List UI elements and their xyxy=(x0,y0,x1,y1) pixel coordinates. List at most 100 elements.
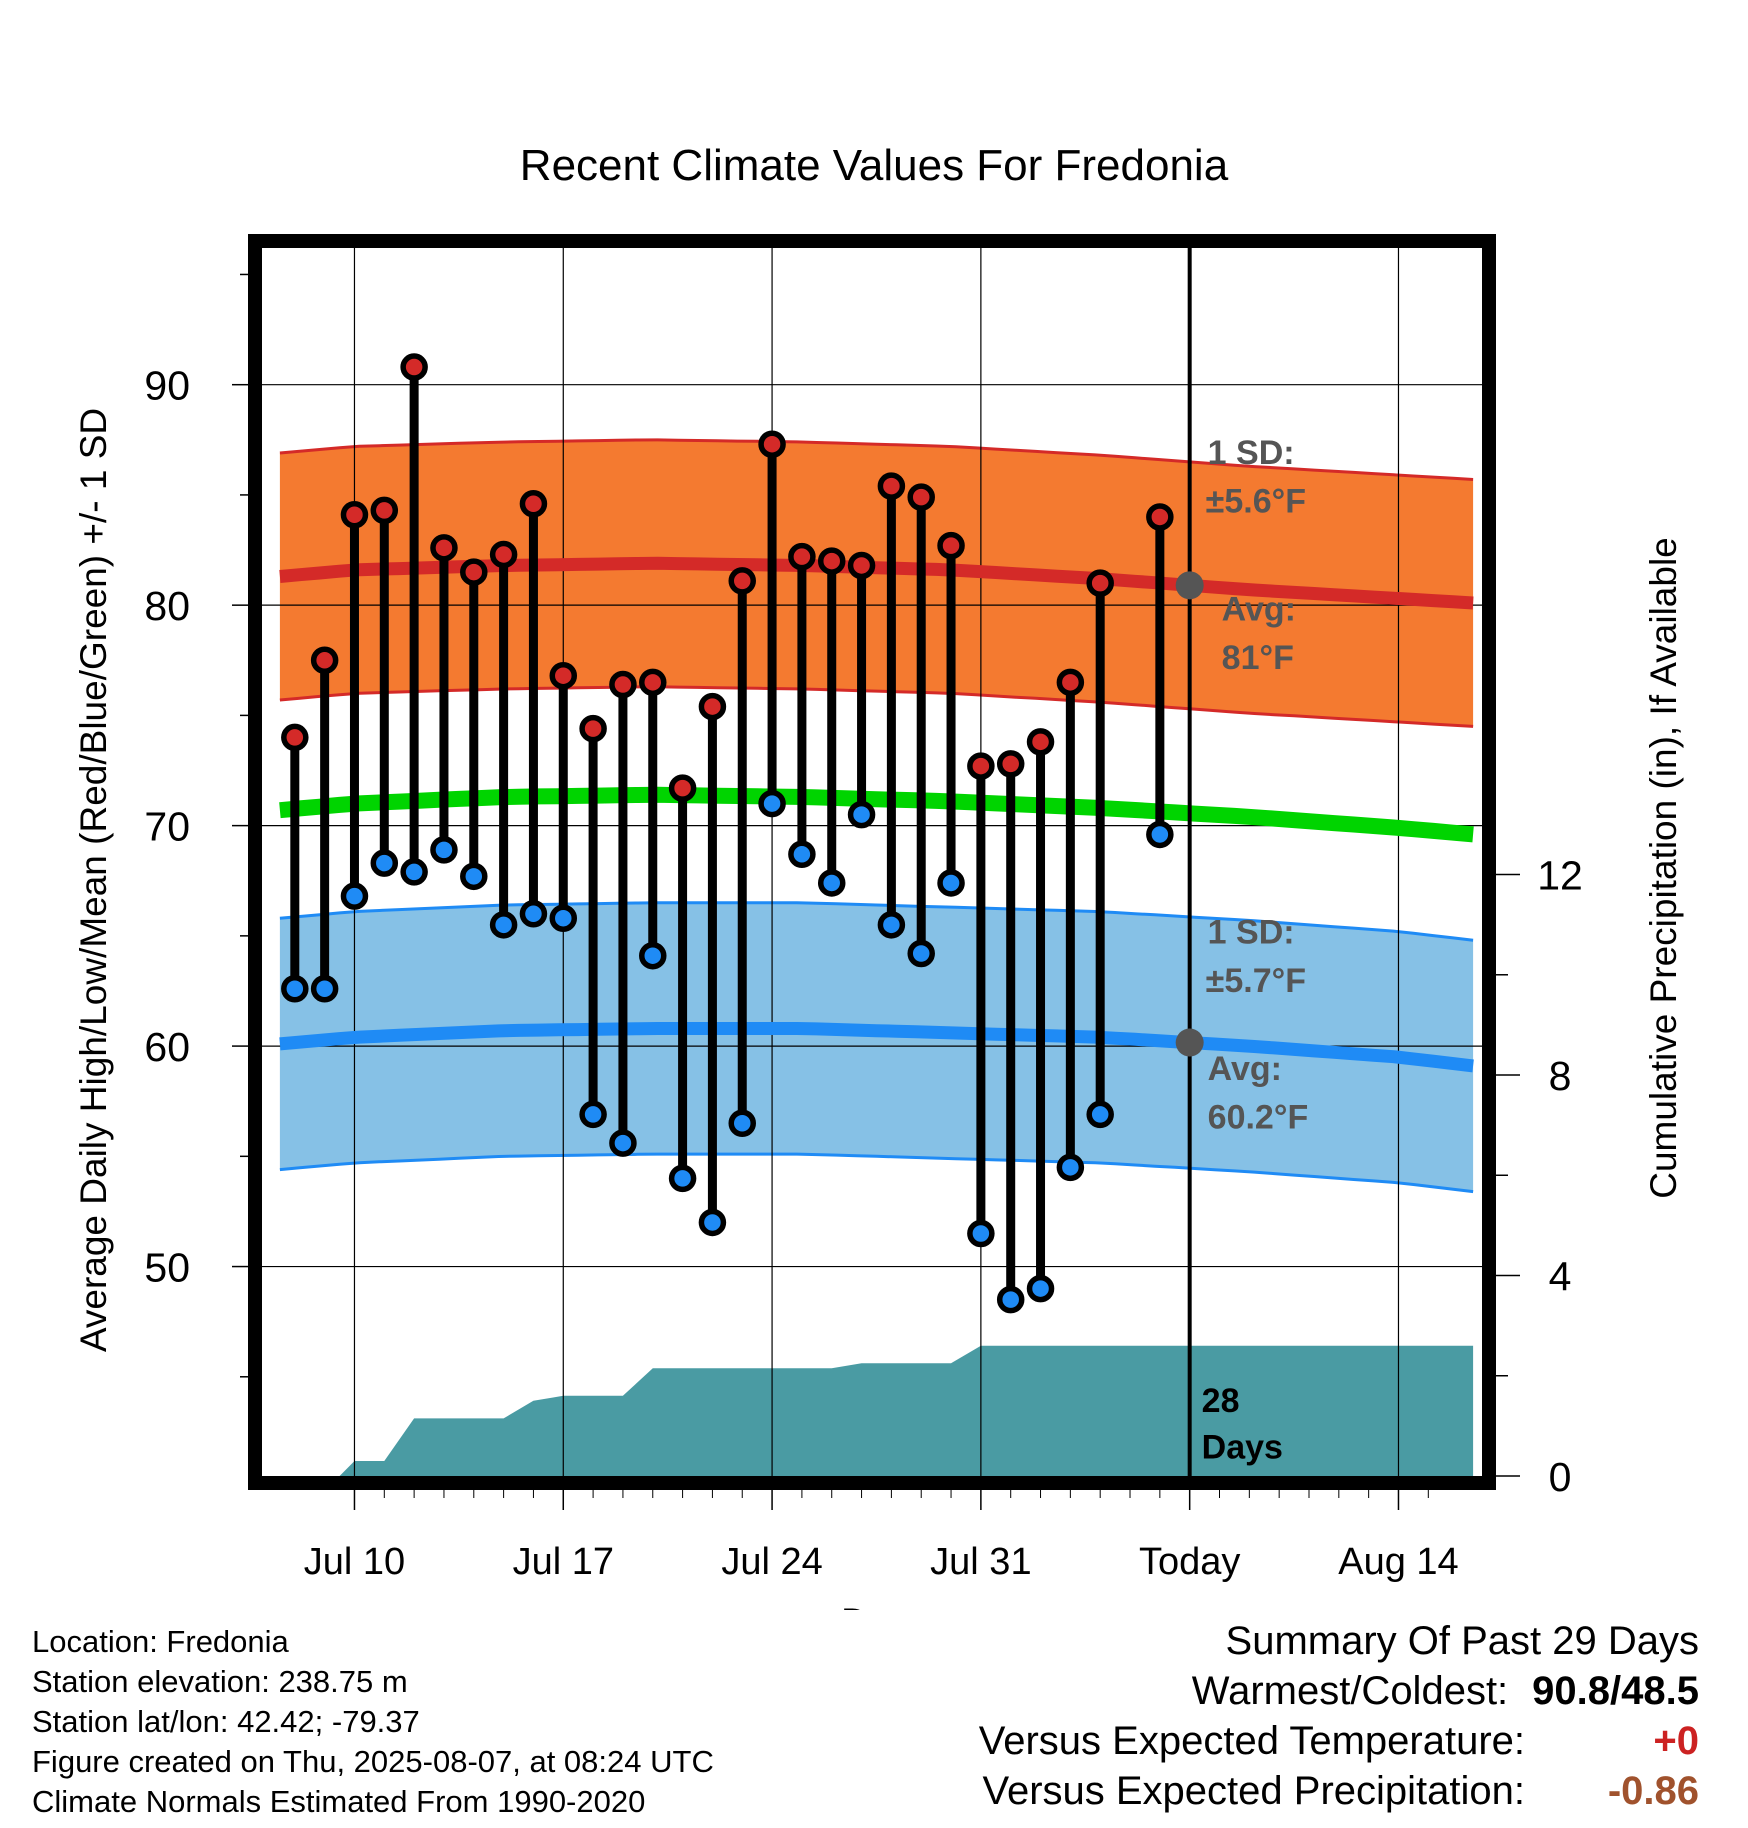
summary-precip-row: Versus Expected Precipitation: -0.86 xyxy=(979,1766,1699,1816)
daily-low-point xyxy=(519,900,548,928)
low-normal-line xyxy=(279,1022,1474,1073)
daily-low-point xyxy=(817,869,846,897)
daily-high-point xyxy=(609,670,637,699)
daily-low-point xyxy=(1086,1100,1114,1129)
low-avg-value: 60.2°F xyxy=(1208,1099,1309,1137)
low-avg-marker xyxy=(1175,1028,1204,1057)
daily-high-point xyxy=(788,542,816,571)
daily-low-point xyxy=(788,840,816,869)
daily-high-point xyxy=(1026,728,1055,756)
daily-high-point xyxy=(639,668,667,697)
daily-high-point xyxy=(340,501,369,529)
daily-low-point xyxy=(847,800,876,829)
daily-low-point xyxy=(907,939,935,968)
y-tick-label: 60 xyxy=(144,1024,190,1070)
daily-low-point xyxy=(728,1109,756,1138)
daily-low-point xyxy=(1146,820,1174,849)
daily-low-point xyxy=(310,975,339,1003)
location-text: Location: Fredonia xyxy=(32,1624,289,1659)
warmest-value: 90.8/48.5 xyxy=(1532,1669,1699,1713)
daily-high-point xyxy=(1056,668,1085,697)
summary-warmest-row: Warmest/Coldest: 90.8/48.5 xyxy=(979,1666,1699,1716)
latlon-text: Station lat/lon: 42.42; -79.37 xyxy=(32,1704,420,1739)
daily-high-point xyxy=(310,646,339,675)
daily-high-point xyxy=(668,774,697,802)
daily-high-point xyxy=(996,750,1025,778)
summary-panel: Summary Of Past 29 Days Warmest/Coldest:… xyxy=(979,1616,1699,1816)
daily-high-point xyxy=(519,489,548,518)
daily-low-point xyxy=(996,1285,1025,1314)
low-avg-label: Avg: xyxy=(1208,1050,1282,1088)
daily-low-point xyxy=(549,904,578,932)
plot-frame xyxy=(248,234,1496,1490)
daily-low-point xyxy=(698,1208,727,1237)
low-sd-band xyxy=(279,902,1474,1192)
daily-low-point xyxy=(460,862,488,891)
daily-low-point xyxy=(1056,1153,1085,1182)
low-sd-value: ±5.7°F xyxy=(1206,962,1306,1000)
daily-low-point xyxy=(937,869,965,897)
y2-axis-label: Cumulative Precipitation (in), If Availa… xyxy=(1643,537,1684,1199)
y2-tick-label: 4 xyxy=(1549,1254,1572,1300)
daily-low-point xyxy=(430,836,458,864)
temp-label: Versus Expected Temperature: xyxy=(978,1719,1525,1763)
x-tick-label: Aug 14 xyxy=(1338,1541,1458,1583)
daily-high-point xyxy=(489,540,518,569)
daily-high-point xyxy=(937,531,965,560)
elevation-text: Station elevation: 238.75 m xyxy=(32,1664,408,1699)
chart-title: Recent Climate Values For Fredonia xyxy=(520,141,1229,190)
daily-high-point xyxy=(758,430,786,458)
precip-value: -0.86 xyxy=(1607,1769,1699,1813)
daily-low-point xyxy=(281,975,309,1003)
y2-tick-label: 12 xyxy=(1537,853,1583,899)
daily-high-point xyxy=(400,353,428,381)
high-avg-marker xyxy=(1175,571,1204,600)
daily-high-point xyxy=(877,472,906,500)
daily-low-point xyxy=(758,789,786,818)
daily-high-point xyxy=(817,547,846,575)
x-axis-label: Day xyxy=(841,1601,907,1610)
daily-low-point xyxy=(370,849,399,877)
high-band-upper-edge xyxy=(279,438,1474,481)
high-sd-label: 1 SD: xyxy=(1208,434,1295,472)
x-tick-label: Jul 10 xyxy=(304,1541,405,1583)
daily-low-point xyxy=(877,911,906,939)
normals-text: Climate Normals Estimated From 1990-2020 xyxy=(32,1784,646,1819)
high-avg-label: Avg: xyxy=(1222,591,1296,629)
high-band-lower-edge xyxy=(279,685,1474,728)
daily-high-point xyxy=(728,567,756,595)
high-sd-band xyxy=(279,439,1474,727)
precip-label: Versus Expected Precipitation: xyxy=(982,1769,1525,1813)
y-tick-label: 50 xyxy=(144,1245,190,1291)
mean-normal-line xyxy=(279,786,1474,843)
high-avg-value: 81°F xyxy=(1222,639,1294,677)
plot-area: 1 SD: ±5.6°F Avg: 81°F 1 SD: ±5.7°F Avg: 60.2°F… xyxy=(248,234,1496,1490)
precip-days-word: Days xyxy=(1202,1428,1283,1466)
low-band-lower-edge xyxy=(279,1152,1474,1194)
y-tick-label: 70 xyxy=(144,804,190,850)
created-text: Figure created on Thu, 2025-08-07, at 08… xyxy=(32,1744,714,1779)
y2-tick-label: 8 xyxy=(1549,1053,1572,1099)
daily-low-point xyxy=(639,941,667,970)
summary-title: Summary Of Past 29 Days xyxy=(1225,1619,1699,1663)
daily-high-point xyxy=(430,534,458,562)
y-axis-label: Average Daily High/Low/Mean (Red/Blue/Gr… xyxy=(73,408,114,1352)
daily-high-point xyxy=(460,558,488,586)
daily-high-point xyxy=(907,483,935,511)
daily-high-point xyxy=(370,496,399,525)
daily-low-point xyxy=(1026,1274,1055,1303)
daily-low-point xyxy=(609,1129,637,1157)
precip-area xyxy=(279,1345,1474,1476)
x-tick-label: Today xyxy=(1139,1541,1240,1583)
low-band-upper-edge xyxy=(279,901,1474,942)
temp-value: +0 xyxy=(1653,1719,1699,1763)
y-tick-label: 90 xyxy=(144,363,190,409)
daily-high-point xyxy=(579,714,607,743)
low-sd-label: 1 SD: xyxy=(1208,913,1295,951)
high-sd-value: ±5.6°F xyxy=(1206,483,1306,521)
daily-high-point xyxy=(847,551,876,580)
y2-tick-label: 0 xyxy=(1549,1454,1572,1500)
daily-low-point xyxy=(489,911,518,939)
daily-low-point xyxy=(400,858,428,886)
station-info: Location: Fredonia Station elevation: 23… xyxy=(32,1622,714,1822)
